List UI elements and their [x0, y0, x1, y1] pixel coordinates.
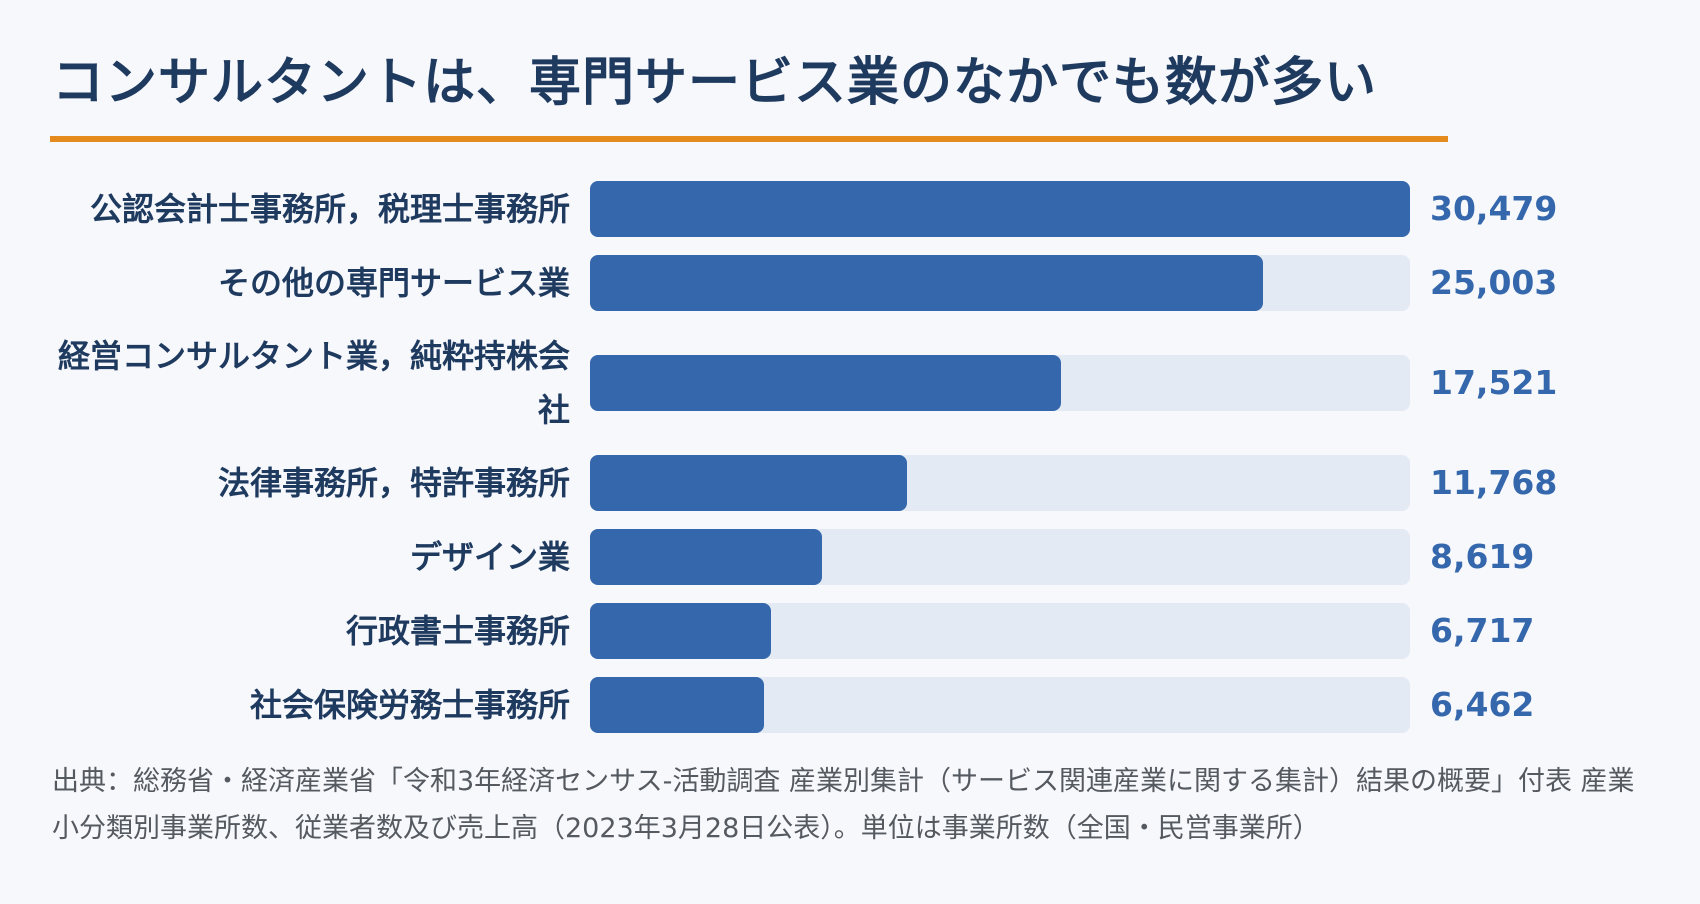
bar — [590, 529, 822, 585]
value-label: 25,003 — [1430, 263, 1558, 302]
source-note: 出典：総務省・経済産業省「令和3年経済センサス‐活動調査 産業別集計（サービス関… — [52, 766, 1635, 844]
chart-title: コンサルタントは、専門サービス業のなかでも数が多い — [52, 53, 1378, 113]
bar — [590, 603, 771, 659]
category-label: その他の専門サービス業 — [217, 264, 570, 302]
bar — [590, 455, 907, 511]
value-label: 17,521 — [1430, 363, 1558, 402]
value-label: 11,768 — [1430, 463, 1558, 502]
category-label: 公認会計士事務所，税理士事務所 — [89, 190, 570, 228]
bar — [590, 355, 1061, 411]
category-label: デザイン業 — [409, 538, 570, 576]
bar — [590, 181, 1410, 237]
bar — [590, 255, 1263, 311]
value-label: 30,479 — [1430, 189, 1558, 228]
bar — [590, 677, 764, 733]
title-underline — [50, 136, 1448, 142]
value-label: 6,717 — [1430, 611, 1535, 650]
value-label: 8,619 — [1430, 537, 1535, 576]
category-label: 経営コンサルタント業，純粋持株会社 — [57, 337, 570, 429]
category-label: 社会保険労務士事務所 — [249, 686, 570, 724]
category-label: 法律事務所，特許事務所 — [217, 464, 570, 502]
value-label: 6,462 — [1430, 685, 1535, 724]
category-label: 行政書士事務所 — [345, 612, 570, 650]
